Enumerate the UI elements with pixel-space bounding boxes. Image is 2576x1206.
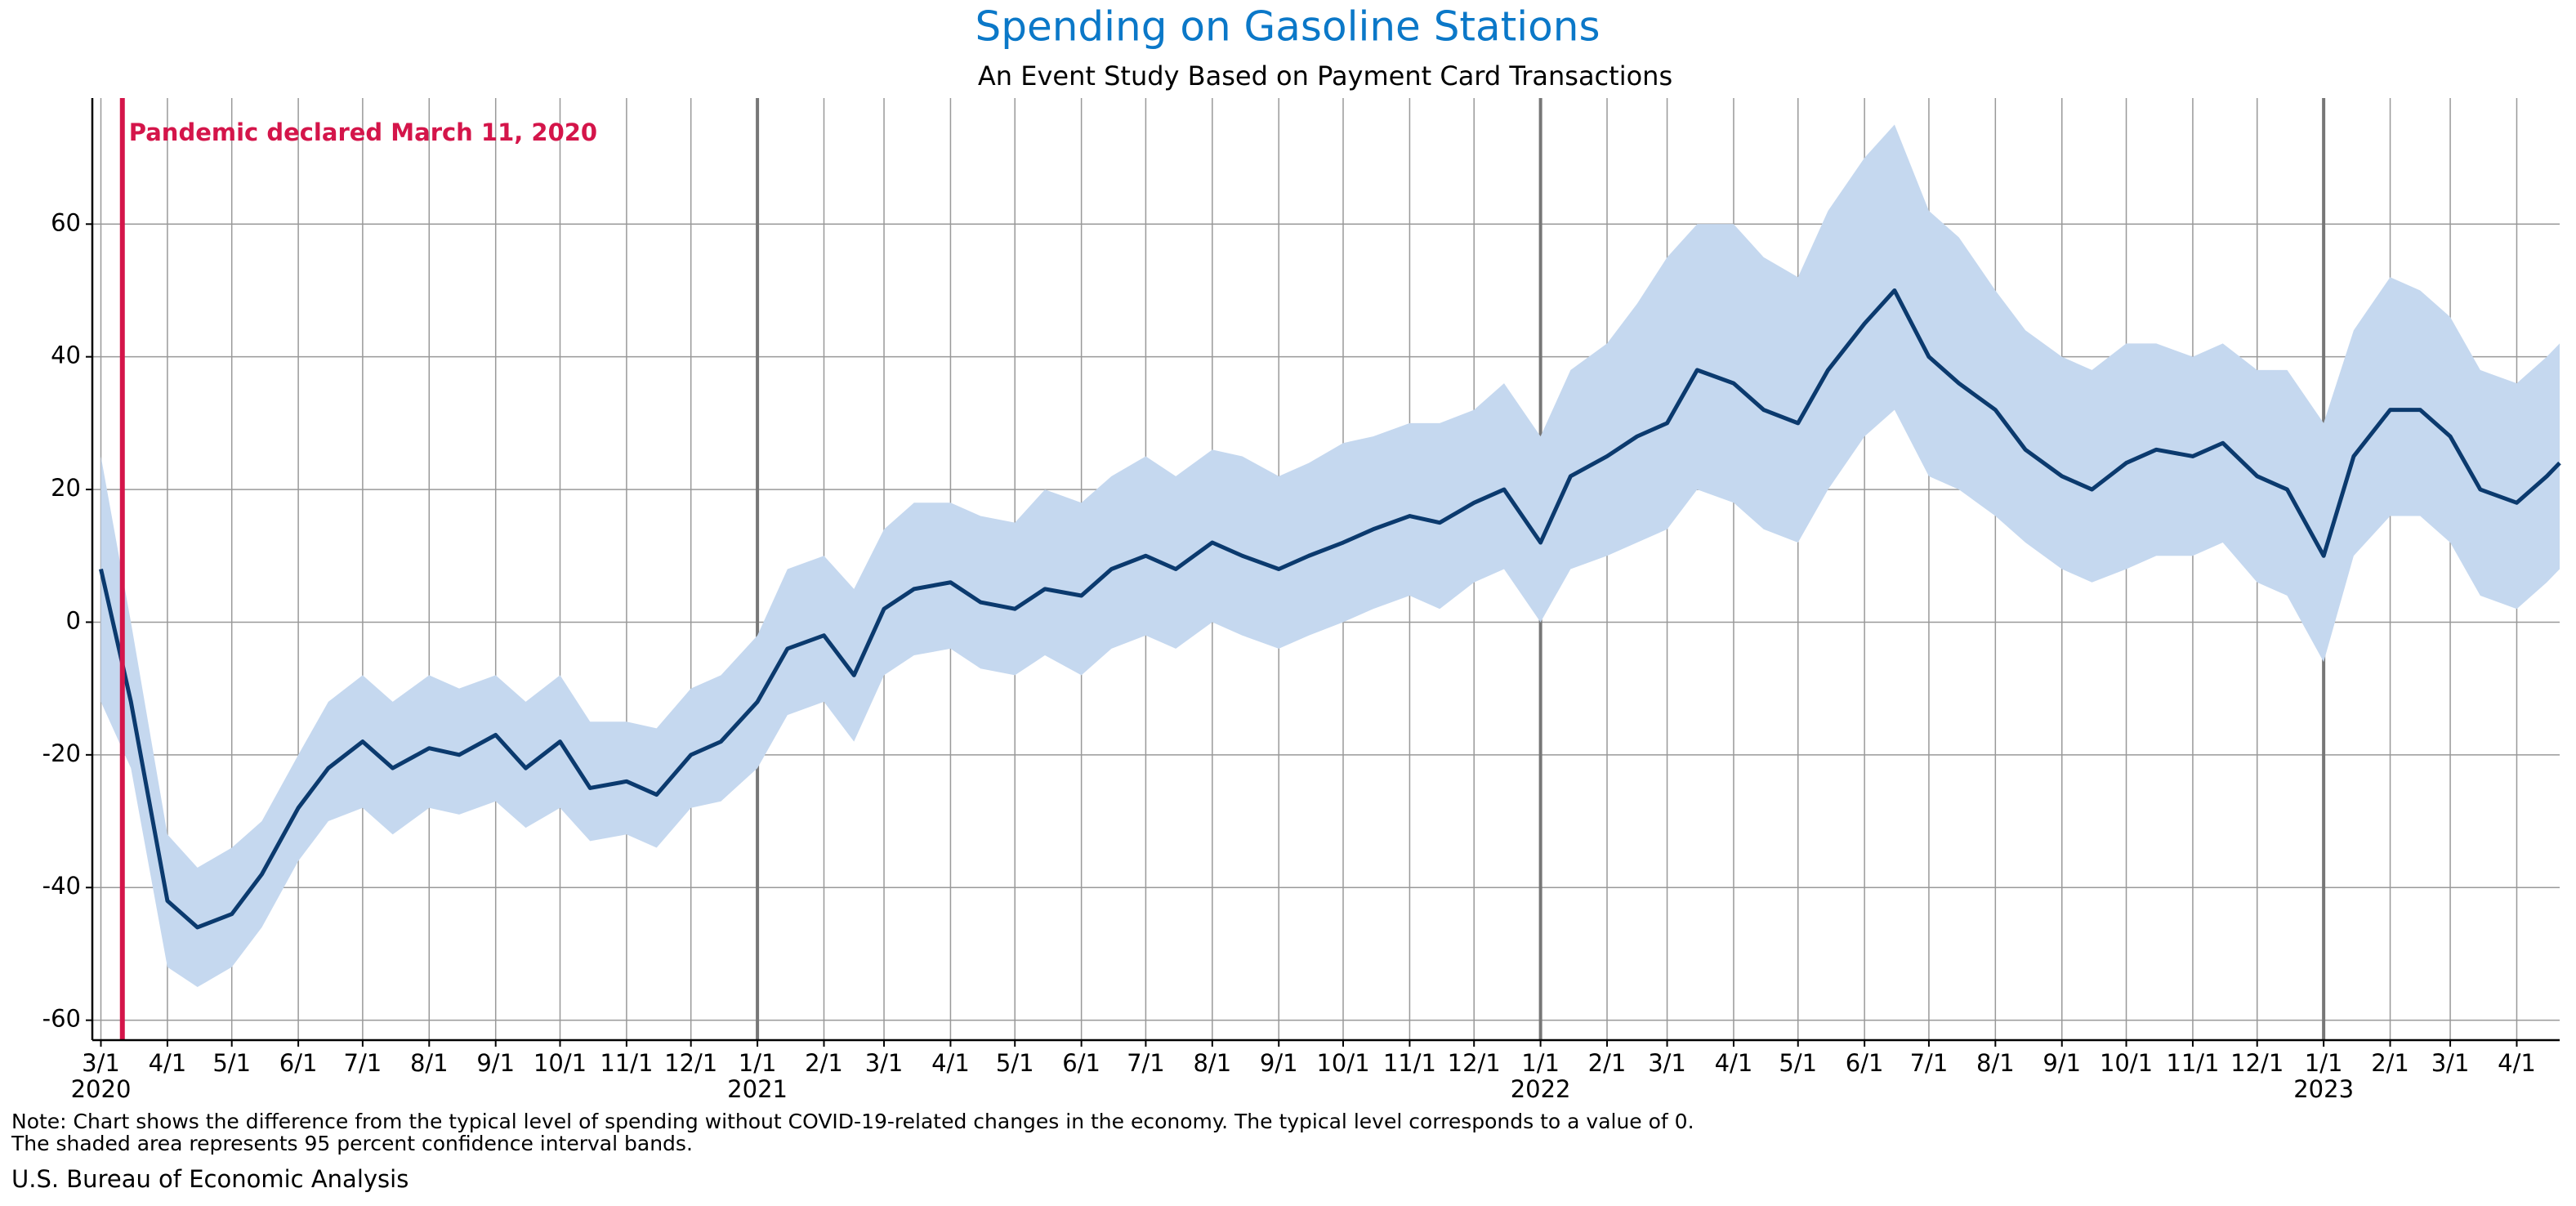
- x-tick-label: 10/1: [2100, 1049, 2153, 1077]
- x-tick-label: 4/1: [149, 1049, 187, 1077]
- x-tick-label: 9/1: [1260, 1049, 1298, 1077]
- x-tick-label: 12/1: [664, 1049, 717, 1077]
- source: U.S. Bureau of Economic Analysis: [11, 1165, 408, 1193]
- y-tick-label: 60: [51, 208, 81, 236]
- x-tick-label: 2/1: [805, 1049, 843, 1077]
- x-tick-label: 3/1: [82, 1049, 120, 1077]
- y-tick-label: -40: [42, 872, 81, 900]
- year-label: 2022: [1511, 1075, 1571, 1103]
- x-tick-label: 3/1: [865, 1049, 904, 1077]
- y-tick-label: -20: [42, 739, 81, 767]
- confidence-band: [100, 124, 2560, 988]
- year-label: 2021: [727, 1075, 788, 1103]
- x-tick-label: 8/1: [1976, 1049, 2015, 1077]
- x-tick-label: 4/1: [931, 1049, 970, 1077]
- data-line: [99, 288, 2561, 930]
- x-tick-label: 2/1: [1588, 1049, 1627, 1077]
- y-tick-label: 0: [66, 606, 81, 634]
- x-tick-label: 5/1: [996, 1049, 1034, 1077]
- year-label: 2023: [2293, 1075, 2354, 1103]
- x-tick-label: 12/1: [2230, 1049, 2284, 1077]
- event-label: Pandemic declared March 11, 2020: [129, 118, 597, 146]
- x-tick-label: 5/1: [1779, 1049, 1817, 1077]
- x-tick-label: 6/1: [1062, 1049, 1100, 1077]
- x-tick-label: 1/1: [1521, 1049, 1560, 1077]
- x-tick-label: 7/1: [344, 1049, 382, 1077]
- y-tick-label: -60: [42, 1005, 81, 1033]
- x-tick-label: 6/1: [1846, 1049, 1884, 1077]
- x-tick-label: 7/1: [1127, 1049, 1165, 1077]
- x-tick-label: 8/1: [410, 1049, 449, 1077]
- x-tick-label: 5/1: [212, 1049, 251, 1077]
- note: The shaded area represents 95 percent co…: [11, 1132, 693, 1155]
- x-tick-label: 12/1: [1448, 1049, 1501, 1077]
- x-tick-label: 8/1: [1193, 1049, 1231, 1077]
- y-tick-label: 40: [51, 342, 81, 369]
- chart-title: Spending on Gasoline Stations: [975, 3, 1600, 51]
- x-tick-label: 10/1: [534, 1049, 587, 1077]
- x-tick-label: 2/1: [2371, 1049, 2409, 1077]
- x-tick-label: 4/1: [2498, 1049, 2536, 1077]
- x-tick-label: 9/1: [476, 1049, 515, 1077]
- x-tick-label: 3/1: [2431, 1049, 2470, 1077]
- x-tick-label: 1/1: [739, 1049, 777, 1077]
- x-tick-label: 10/1: [1316, 1049, 1369, 1077]
- x-tick-label: 9/1: [2042, 1049, 2081, 1077]
- x-tick-label: 1/1: [2305, 1049, 2343, 1077]
- x-tick-label: 7/1: [1910, 1049, 1949, 1077]
- x-tick-label: 4/1: [1715, 1049, 1753, 1077]
- x-tick-label: 11/1: [600, 1049, 653, 1077]
- note: Note: Chart shows the difference from th…: [11, 1110, 1694, 1133]
- x-tick-label: 6/1: [279, 1049, 318, 1077]
- y-tick-label: 20: [51, 474, 81, 502]
- x-tick-label: 3/1: [1648, 1049, 1686, 1077]
- chart-subtitle: An Event Study Based on Payment Card Tra…: [978, 60, 1672, 92]
- year-label: 2020: [71, 1075, 132, 1103]
- x-tick-label: 11/1: [1383, 1049, 1436, 1077]
- x-tick-label: 11/1: [2166, 1049, 2219, 1077]
